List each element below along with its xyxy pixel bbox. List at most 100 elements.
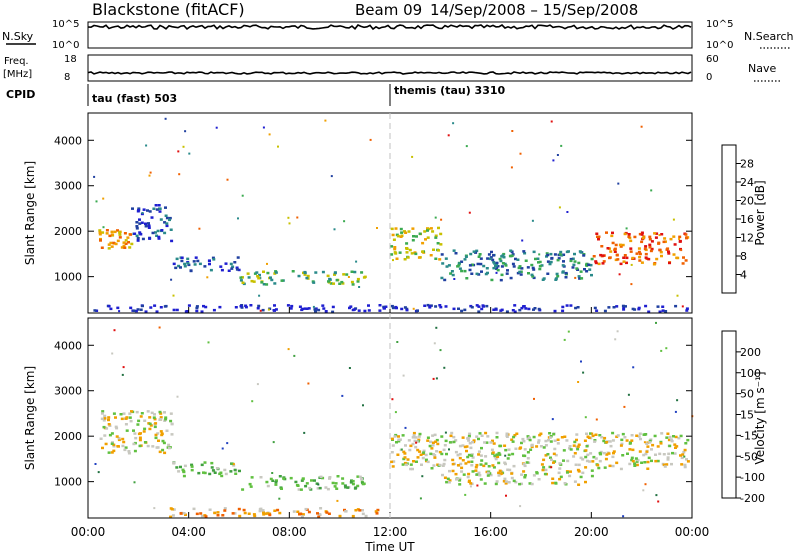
echo-cell xyxy=(563,482,567,485)
echo-cell xyxy=(675,445,679,448)
echo-cell xyxy=(153,417,157,421)
x-tick-label: 12:00 xyxy=(373,525,408,539)
echo-cell xyxy=(526,457,530,460)
echo-cell xyxy=(494,308,498,311)
echo-cell xyxy=(623,254,627,257)
echo-cell xyxy=(113,230,117,234)
echo-cell xyxy=(391,444,395,447)
echo-cell xyxy=(351,482,355,486)
echo-cell xyxy=(537,261,540,264)
echo-cell xyxy=(482,464,486,468)
echo-cell xyxy=(562,253,566,256)
x-tick-label: 00:00 xyxy=(675,525,710,539)
echo-cell xyxy=(494,457,498,461)
echo-cell xyxy=(328,277,332,281)
echo-cell xyxy=(446,477,450,481)
echo-cell xyxy=(181,468,185,472)
echo-cell xyxy=(390,304,394,308)
echo-cell xyxy=(186,262,190,265)
echo-cell xyxy=(650,459,653,463)
echo-cell xyxy=(157,235,161,239)
echo-cell xyxy=(493,262,497,265)
echo-cell xyxy=(470,454,474,457)
echo-cell xyxy=(601,262,605,265)
echo-cell xyxy=(585,432,588,435)
echo-cell xyxy=(540,463,544,466)
echo-cell xyxy=(406,458,410,461)
echo-cell xyxy=(266,512,270,515)
echo-cell xyxy=(659,250,663,254)
echo-cell xyxy=(666,247,670,250)
echo-cell xyxy=(648,235,652,239)
echo-cell xyxy=(224,262,228,265)
echo-cell xyxy=(630,283,633,286)
echo-cell xyxy=(656,305,660,308)
echo-cell xyxy=(252,280,256,283)
echo-cell xyxy=(578,277,582,280)
echo-cell xyxy=(441,464,445,467)
echo-cell xyxy=(343,220,346,223)
echo-cell xyxy=(316,512,319,515)
echo-cell xyxy=(219,265,223,268)
y-tick-label: 1000 xyxy=(54,271,82,284)
echo-cell xyxy=(519,446,523,449)
echo-cell xyxy=(164,206,167,209)
echo-cell xyxy=(510,472,514,475)
echo-cell xyxy=(461,444,465,447)
echo-cell xyxy=(494,482,498,486)
echo-cell xyxy=(177,470,181,473)
echo-cell xyxy=(295,483,299,487)
echo-cell xyxy=(392,259,394,262)
colorbar-frame xyxy=(721,330,737,499)
echo-cell xyxy=(504,448,508,452)
echo-cell xyxy=(463,308,467,312)
echo-cell xyxy=(553,253,557,256)
echo-cell xyxy=(423,304,427,307)
echo-cell xyxy=(180,259,184,263)
echo-cell xyxy=(308,486,312,490)
echo-cell xyxy=(163,221,167,224)
echo-cell xyxy=(622,306,626,309)
echo-cell xyxy=(479,463,483,466)
echo-cell xyxy=(147,222,150,225)
echo-cell xyxy=(362,276,366,279)
echo-cell xyxy=(314,271,318,274)
echo-cell xyxy=(189,269,193,273)
echo-cell xyxy=(124,242,128,245)
echo-cell xyxy=(303,271,307,275)
echo-cell xyxy=(574,276,577,279)
echo-cell xyxy=(468,211,471,214)
echo-cell xyxy=(147,226,151,229)
echo-cell xyxy=(179,465,182,469)
echo-cell xyxy=(594,457,598,460)
echo-cell xyxy=(616,258,620,261)
echo-cell xyxy=(438,304,442,307)
echo-cell xyxy=(504,454,507,457)
echo-cell xyxy=(232,463,235,466)
echo-cell xyxy=(505,310,509,313)
echo-cell xyxy=(486,474,490,477)
echo-cell xyxy=(579,456,583,460)
echo-cell xyxy=(608,440,612,443)
echo-cell xyxy=(525,461,529,464)
echo-cell xyxy=(531,275,535,278)
echo-cell xyxy=(585,270,589,273)
echo-cell xyxy=(184,130,187,133)
echo-cell xyxy=(200,463,204,467)
echo-cell xyxy=(673,452,677,455)
echo-cell xyxy=(568,447,571,450)
echo-cell xyxy=(490,250,493,254)
echo-cell xyxy=(507,448,511,451)
echo-cell xyxy=(298,305,302,308)
echo-cell xyxy=(99,437,103,440)
echo-cell xyxy=(183,262,187,266)
echo-cell xyxy=(357,309,361,312)
echo-cell xyxy=(640,233,644,236)
echo-cell xyxy=(544,439,548,443)
echo-cell xyxy=(435,326,438,329)
echo-cell xyxy=(500,472,504,475)
echo-cell xyxy=(396,341,399,343)
echo-cell xyxy=(561,305,565,309)
echo-cell xyxy=(390,227,394,231)
echo-cell xyxy=(497,451,501,455)
